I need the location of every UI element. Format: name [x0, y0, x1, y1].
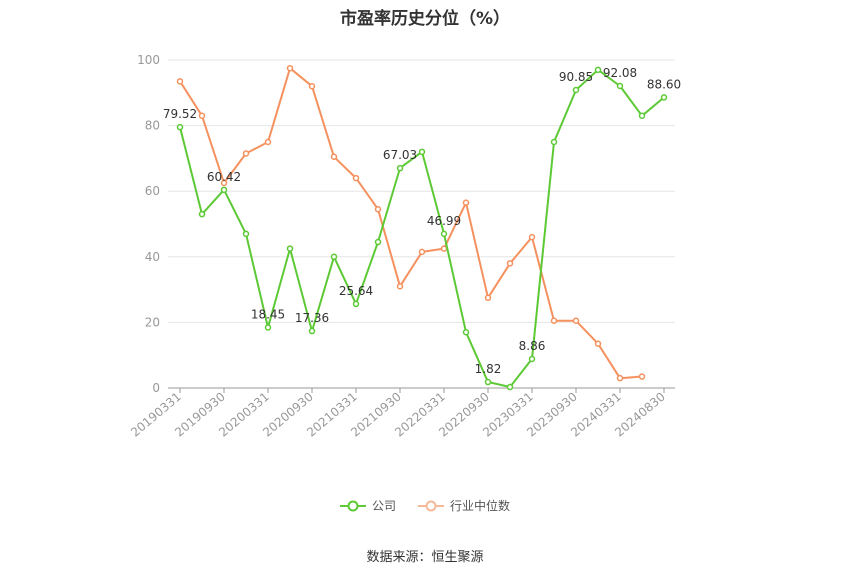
- legend-label-company: 公司: [371, 499, 396, 513]
- industry-data-point: [528, 233, 536, 241]
- company-data-point: [308, 327, 316, 335]
- industry-data-point: [176, 78, 184, 85]
- company-data-point: [418, 148, 426, 156]
- company-legend-icon: [339, 500, 366, 511]
- company-data-point: [572, 86, 580, 94]
- data-source: 数据来源：恒生聚源: [366, 550, 484, 565]
- industry-data-point: [374, 205, 382, 213]
- industry-legend-icon: [418, 500, 444, 511]
- company-data-point: [528, 355, 536, 363]
- company-data-point: [352, 300, 360, 308]
- y-tick-label: 20: [145, 315, 160, 329]
- data-label: 1.82: [475, 362, 502, 376]
- company-data-point: [220, 186, 228, 194]
- legend-item-industry[interactable]: 行业中位数: [418, 497, 510, 514]
- chart-title: 市盈率历史分位（%）: [339, 9, 511, 29]
- company-data-point: [462, 328, 470, 336]
- data-label: 88.60: [647, 77, 681, 91]
- company-data-point: [550, 138, 558, 146]
- company-data-point: [198, 210, 206, 218]
- company-data-point: [242, 230, 250, 238]
- data-label: 60.42: [207, 170, 241, 184]
- data-label: 90.85: [559, 70, 593, 84]
- data-label: 67.03: [383, 148, 417, 162]
- company-data-point: [638, 112, 646, 120]
- data-label: 79.52: [163, 107, 197, 121]
- y-tick-label: 40: [145, 250, 160, 264]
- legend: 公司 行业中位数: [0, 497, 850, 514]
- industry-data-point: [462, 199, 470, 206]
- industry-series-line: [179, 67, 643, 380]
- industry-data-point: [418, 248, 426, 256]
- industry-data-point: [220, 179, 228, 187]
- industry-data-point: [264, 138, 272, 146]
- data-label: 18.45: [251, 307, 285, 321]
- company-series-line: [179, 68, 665, 388]
- y-tick-label: 80: [145, 119, 160, 133]
- company-data-point: [374, 238, 382, 246]
- company-data-point: [440, 230, 448, 238]
- industry-data-point: [242, 150, 250, 157]
- industry-data-point: [506, 260, 514, 267]
- industry-data-point: [572, 317, 580, 325]
- company-data-point: [594, 66, 602, 74]
- industry-data-point: [550, 317, 558, 325]
- company-data-point: [176, 123, 184, 131]
- company-data-point: [286, 245, 294, 252]
- industry-data-point: [396, 283, 404, 290]
- industry-data-point: [616, 374, 624, 382]
- data-label: 92.08: [603, 66, 637, 80]
- industry-data-point: [638, 373, 646, 380]
- company-data-point: [506, 383, 514, 391]
- y-tick-label: 0: [152, 381, 160, 395]
- legend-label-industry: 行业中位数: [450, 499, 511, 513]
- industry-data-point: [286, 64, 294, 72]
- industry-data-point: [330, 153, 338, 161]
- data-label: 25.64: [339, 284, 373, 298]
- industry-data-point: [484, 294, 492, 302]
- company-data-point: [660, 94, 668, 101]
- company-data-point: [330, 253, 338, 261]
- industry-data-point: [198, 112, 206, 120]
- company-data-point: [616, 82, 624, 90]
- industry-data-point: [594, 340, 602, 347]
- data-label: 46.99: [427, 214, 461, 228]
- industry-data-point: [352, 174, 360, 182]
- data-label: 17.36: [295, 311, 329, 325]
- company-data-point: [396, 164, 404, 172]
- data-label: 8.86: [519, 339, 546, 353]
- industry-data-point: [440, 245, 448, 252]
- company-data-point: [264, 324, 272, 331]
- industry-data-point: [308, 82, 316, 90]
- y-tick-label: 100: [137, 53, 160, 67]
- legend-item-company[interactable]: 公司: [339, 497, 396, 514]
- y-tick-label: 60: [145, 184, 160, 198]
- company-data-point: [484, 378, 492, 386]
